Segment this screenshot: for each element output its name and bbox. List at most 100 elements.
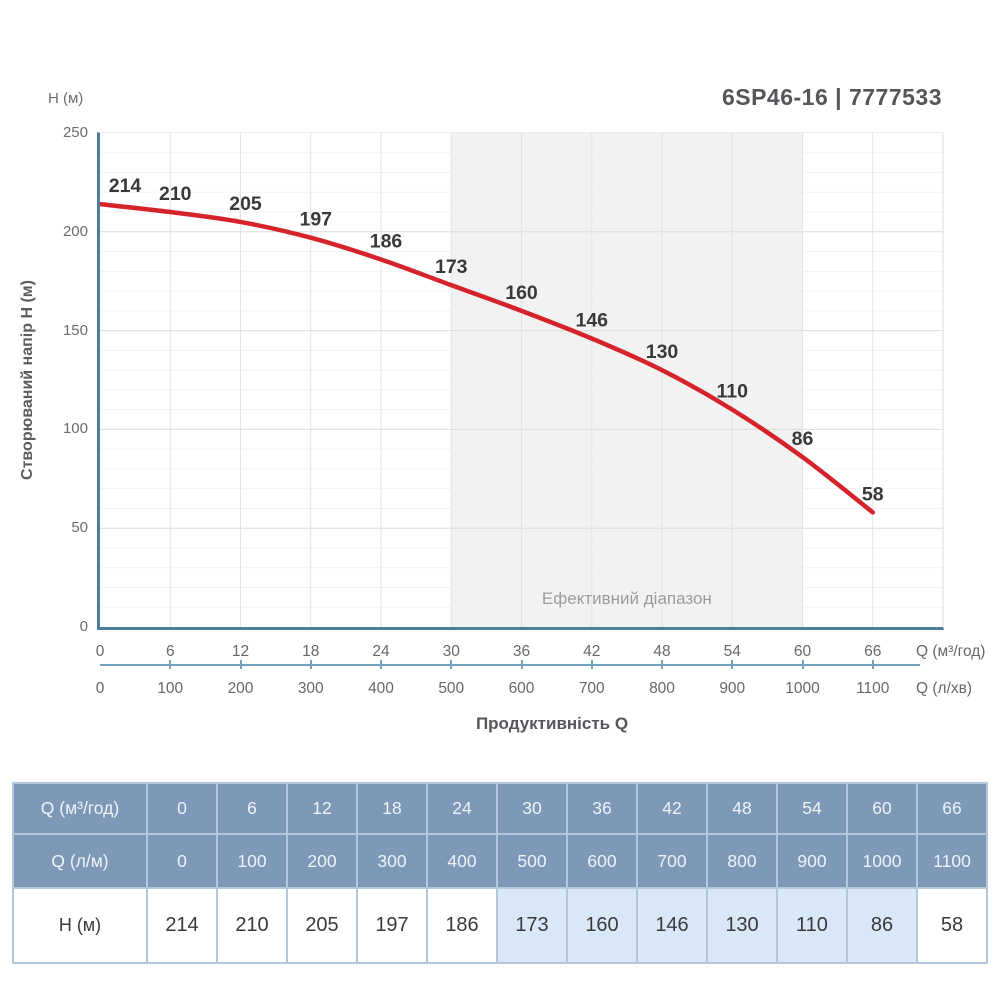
x-tick-label-l-min: 600 bbox=[508, 680, 535, 697]
x-tick-label-m3-hour: 12 bbox=[231, 643, 250, 660]
table-cell: 12 bbox=[288, 784, 356, 833]
x-tick-label-m3-hour: 30 bbox=[442, 643, 460, 660]
table-cell: 48 bbox=[708, 784, 776, 833]
table-cell: 130 bbox=[708, 889, 776, 962]
table-cell: 24 bbox=[428, 784, 496, 833]
table-cell: 173 bbox=[498, 889, 566, 962]
x-tick-mark bbox=[309, 660, 312, 669]
x-tick-mark bbox=[450, 660, 453, 669]
curve-point-label: 214 bbox=[109, 175, 142, 197]
x-tick-mark bbox=[169, 660, 172, 669]
y-tick-label: 100 bbox=[62, 420, 88, 438]
table-cell: 205 bbox=[288, 889, 356, 962]
y-tick-label: 150 bbox=[62, 321, 88, 339]
pump-curve-chart: Ефективний діапазон 214 210 205 197 186 173 160… bbox=[97, 133, 944, 627]
y-tick-label: 0 bbox=[79, 618, 88, 635]
x-tick-label-l-min: 700 bbox=[578, 680, 605, 697]
curve-point-label: 86 bbox=[792, 428, 814, 450]
x-tick-label-m3-hour: 66 bbox=[864, 643, 882, 660]
table-row-label: Q (м³/год) bbox=[14, 784, 146, 833]
curve-point-label: 205 bbox=[229, 193, 262, 215]
x-tick-label-l-min: 900 bbox=[719, 680, 746, 697]
x-tick-label-l-min: 300 bbox=[297, 680, 324, 697]
table-cell: 110 bbox=[778, 889, 846, 962]
curve-point-label: 173 bbox=[435, 256, 468, 278]
table-cell: 146 bbox=[638, 889, 706, 962]
table-cell: 186 bbox=[428, 889, 496, 962]
table-cell: 0 bbox=[148, 835, 216, 887]
x-axis-unit-secondary: Q (л/хв) bbox=[916, 680, 973, 697]
x-axis-unit-primary: Q (м³/год) bbox=[916, 643, 986, 660]
chart-plot-area: Ефективний діапазон 214 210 205 197 186 173 160… bbox=[97, 132, 944, 630]
y-axis-unit-label: H (м) bbox=[48, 90, 84, 107]
table-cell: 42 bbox=[638, 784, 706, 833]
x-tick-label-l-min: 400 bbox=[368, 680, 394, 697]
x-tick-mark bbox=[871, 660, 874, 669]
curve-point-label: 110 bbox=[717, 381, 749, 403]
x-tick-mark bbox=[801, 660, 804, 669]
table-cell: 700 bbox=[638, 835, 706, 887]
x-tick-mark bbox=[590, 660, 593, 669]
curve-point-label: 130 bbox=[646, 341, 679, 363]
x-tick-label-l-min: 0 bbox=[95, 680, 105, 697]
table-cell: 300 bbox=[358, 835, 426, 887]
x-tick-label-m3-hour: 24 bbox=[372, 643, 390, 660]
table-cell: 0 bbox=[148, 784, 216, 833]
x-tick-label-m3-hour: 36 bbox=[512, 643, 531, 660]
table-cell: 30 bbox=[498, 784, 566, 833]
curve-point-label: 58 bbox=[862, 483, 884, 505]
table-cell: 18 bbox=[358, 784, 426, 833]
x-tick-label-l-min: 500 bbox=[438, 680, 465, 697]
table-row-label: H (м) bbox=[14, 889, 146, 962]
effective-range-label: Ефективний діапазон bbox=[542, 589, 712, 608]
table-cell: 1100 bbox=[918, 835, 986, 887]
curve-point-label: 210 bbox=[159, 183, 192, 205]
table-cell: 400 bbox=[428, 835, 496, 887]
x-tick-label-m3-hour: 60 bbox=[793, 643, 812, 660]
table-cell: 100 bbox=[218, 835, 286, 887]
table-cell: 200 bbox=[288, 835, 356, 887]
x-axis-caption: Продуктивність Q bbox=[475, 714, 629, 733]
table-cell: 6 bbox=[218, 784, 286, 833]
x-tick-label-m3-hour: 0 bbox=[95, 643, 105, 660]
x-tick-label-l-min: 800 bbox=[649, 680, 675, 697]
x-tick-label-l-min: 1000 bbox=[785, 680, 820, 697]
table-cell: 36 bbox=[568, 784, 636, 833]
x-tick-mark bbox=[239, 660, 242, 669]
y-tick-label: 250 bbox=[62, 124, 88, 141]
table-cell: 500 bbox=[498, 835, 566, 887]
table-cell: 197 bbox=[358, 889, 426, 962]
y-tick-label: 50 bbox=[71, 519, 88, 537]
x-tick-mark bbox=[380, 660, 382, 669]
curve-point-label: 197 bbox=[299, 209, 332, 231]
x-tick-label-m3-hour: 42 bbox=[583, 643, 601, 660]
table-cell: 160 bbox=[568, 889, 636, 962]
curve-point-label: 160 bbox=[505, 282, 538, 304]
y-tick-label: 200 bbox=[62, 222, 88, 240]
x-tick-label-l-min: 200 bbox=[227, 680, 254, 697]
table-cell: 54 bbox=[778, 784, 846, 833]
table-cell: 66 bbox=[918, 784, 986, 833]
x-tick-mark bbox=[520, 660, 523, 669]
x-tick-label-m3-hour: 54 bbox=[723, 643, 741, 660]
curve-point-label: 146 bbox=[575, 310, 608, 332]
x-tick-mark bbox=[731, 660, 734, 669]
table-cell: 58 bbox=[918, 889, 986, 962]
table-cell: 1000 bbox=[848, 835, 916, 887]
table-row-label: Q (л/м) bbox=[14, 835, 146, 887]
x-tick-label-m3-hour: 6 bbox=[165, 643, 175, 660]
effective-range-region bbox=[451, 133, 803, 627]
performance-table: Q (м³/год) 0 6 12 18 24 30 36 42 48 54 60 66 Q (л/м) 0… bbox=[12, 782, 988, 964]
x-tick-label-l-min: 100 bbox=[157, 680, 184, 697]
x-tick-label-m3-hour: 48 bbox=[653, 643, 671, 660]
table-cell: 800 bbox=[708, 835, 776, 887]
x-tick-label-l-min: 1100 bbox=[856, 680, 890, 697]
table-cell: 214 bbox=[148, 889, 216, 962]
table-cell: 600 bbox=[568, 835, 636, 887]
x-axis-tick-line bbox=[100, 664, 920, 666]
pump-curve bbox=[97, 201, 875, 515]
table-cell: 210 bbox=[218, 889, 286, 962]
table-cell: 900 bbox=[778, 835, 846, 887]
curve-point-label: 186 bbox=[370, 230, 403, 252]
